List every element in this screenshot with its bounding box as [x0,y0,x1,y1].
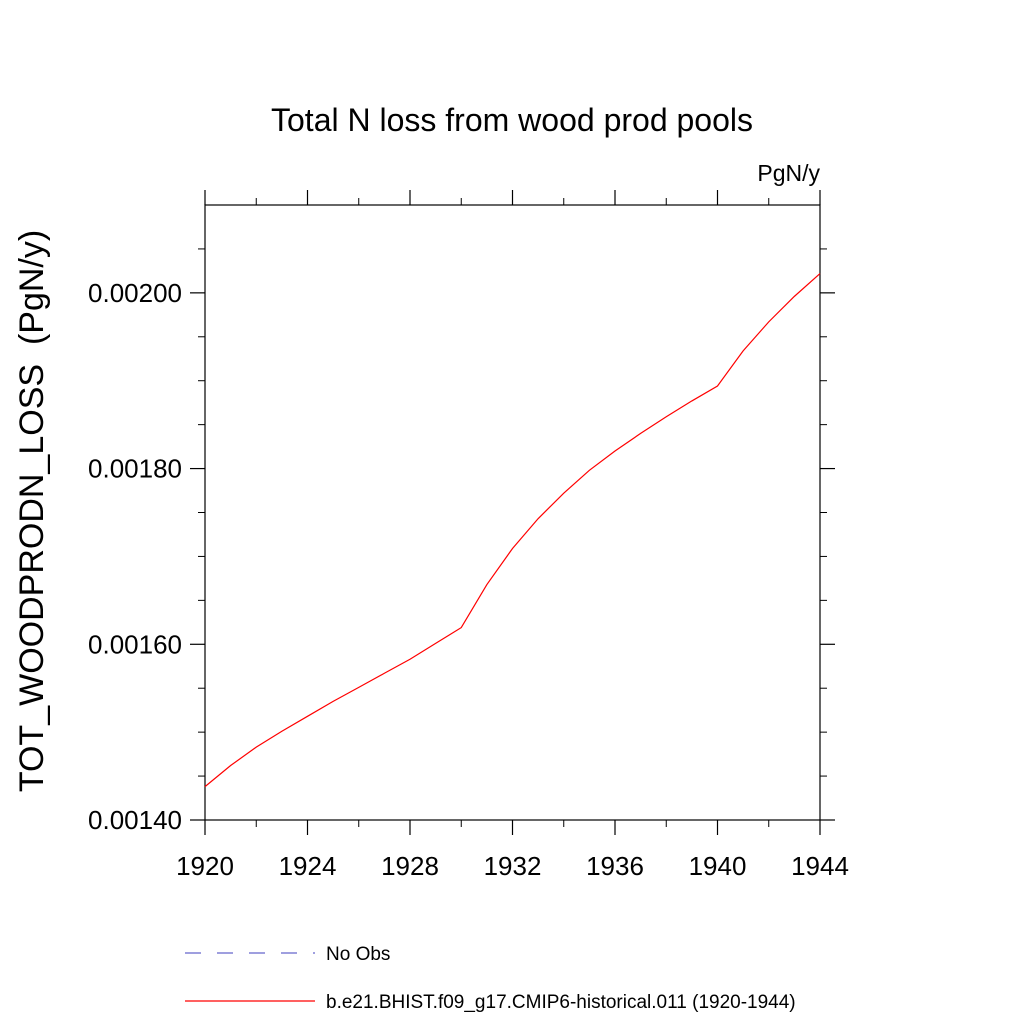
units-label: PgN/y [757,160,820,186]
x-tick-label: 1924 [279,851,337,881]
legend: No Obs b.e21.BHIST.f09_g17.CMIP6-histori… [185,944,796,1013]
series-layer [204,273,821,788]
legend-label-no-obs: No Obs [326,944,390,965]
x-tick-label: 1920 [176,851,234,881]
y-tick-label: 0.00140 [88,805,182,835]
series-line [204,273,821,788]
x-tick-label: 1936 [586,851,644,881]
x-tick-label: 1928 [381,851,439,881]
y-tick-label: 0.00200 [88,278,182,308]
y-axis-label: TOT_WOODPRODN_LOSS (PgN/y) [13,230,51,792]
legend-label-historical: b.e21.BHIST.f09_g17.CMIP6-historical.011… [326,992,796,1013]
x-tick-label: 1940 [689,851,747,881]
y-tick-label: 0.00180 [88,454,182,484]
x-tick-label: 1944 [791,851,849,881]
chart-title: Total N loss from wood prod pools [271,102,753,138]
axis-tick-labels: 1920 1924 1928 1932 1936 1940 1944 0.00140 0.001… [88,278,849,881]
plot-frame [204,204,821,821]
x-tick-label: 1932 [484,851,542,881]
axis-ticks [190,190,835,835]
y-tick-label: 0.00160 [88,629,182,659]
